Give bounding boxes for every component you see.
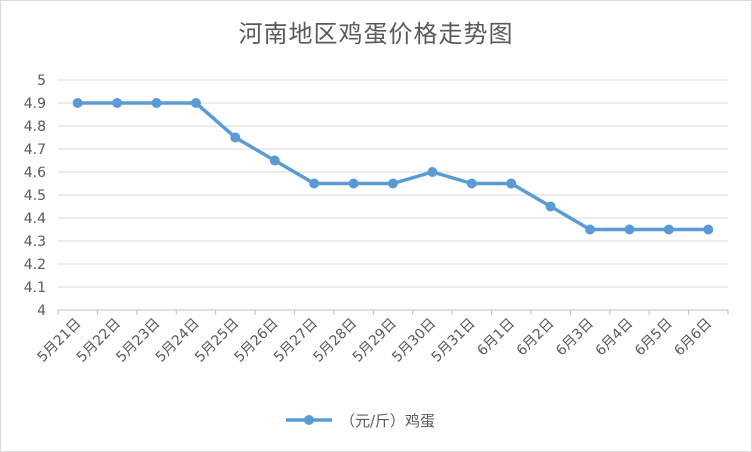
y-tick-label: 4	[37, 303, 46, 319]
data-point	[230, 132, 241, 143]
y-tick-label: 4.7	[24, 142, 46, 158]
series-layer	[72, 98, 714, 235]
x-tick-label: 6月3日	[553, 316, 597, 360]
data-point	[466, 178, 477, 189]
data-point	[112, 98, 123, 108]
y-tick-label: 4.8	[24, 119, 46, 135]
y-tick-label: 4.2	[24, 257, 46, 273]
legend: （元/斤）鸡蛋	[286, 412, 435, 430]
data-point	[585, 224, 596, 235]
y-tick-label: 4.5	[24, 188, 46, 204]
x-tick-label: 6月6日	[671, 316, 715, 360]
legend-marker	[304, 415, 314, 425]
y-tick-label: 5	[37, 73, 46, 89]
x-tick-label: 6月5日	[632, 316, 676, 360]
data-point	[703, 224, 714, 235]
data-point	[506, 178, 517, 189]
series-line	[77, 101, 709, 232]
data-point	[309, 178, 320, 189]
data-point	[388, 178, 398, 189]
x-tick-label: 6月1日	[474, 316, 518, 360]
x-tick-label: 6月2日	[514, 316, 558, 360]
data-point	[190, 98, 201, 108]
y-tick-label: 4.4	[24, 211, 46, 227]
y-axis-ticks: 5 4.9 4.8 4.7 4.6 4.5 4.4 4.3 4.2 4.1 4	[24, 73, 46, 319]
chart-title: 河南地区鸡蛋价格走势图	[238, 20, 514, 48]
y-tick-label: 4.6	[24, 165, 46, 181]
data-point	[545, 201, 556, 212]
y-tick-label: 4.3	[24, 234, 46, 250]
y-tick-label: 4.9	[24, 96, 46, 112]
data-point	[151, 98, 162, 108]
x-tick-label: 5月31日	[429, 316, 479, 366]
data-point	[269, 155, 280, 166]
data-point	[663, 224, 674, 235]
legend-label: （元/斤）鸡蛋	[340, 412, 435, 430]
y-tick-label: 4.1	[24, 280, 46, 296]
data-point	[72, 98, 83, 108]
x-tick-label: 6月4日	[593, 316, 637, 360]
x-axis: 5月21日5月22日5月23日5月24日5月25日5月26日5月27日5月28日…	[35, 310, 729, 366]
data-point	[348, 178, 359, 189]
data-point	[427, 167, 438, 177]
grid-lines	[58, 79, 728, 311]
data-point	[624, 224, 635, 235]
